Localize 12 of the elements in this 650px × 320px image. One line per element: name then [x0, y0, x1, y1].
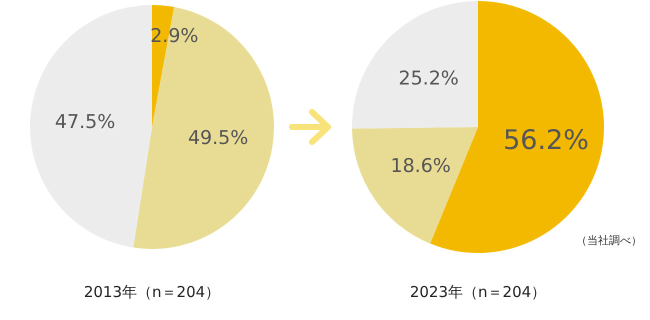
- text: （当社調べ）: [576, 234, 642, 247]
- data-label: 18.6%: [390, 154, 451, 177]
- data-label: 56.2%: [503, 124, 589, 156]
- text: 2023年（n＝204）: [410, 283, 546, 301]
- data-label: 25.2%: [398, 67, 459, 90]
- pie-slice: [133, 7, 274, 249]
- pie-slice: [352, 127, 478, 244]
- text: 2013年（n＝204）: [84, 283, 220, 301]
- data-label: 47.5%: [54, 110, 116, 133]
- data-label: 49.5%: [188, 127, 248, 150]
- pie-slice: [30, 5, 152, 248]
- pie-slice: [352, 1, 478, 129]
